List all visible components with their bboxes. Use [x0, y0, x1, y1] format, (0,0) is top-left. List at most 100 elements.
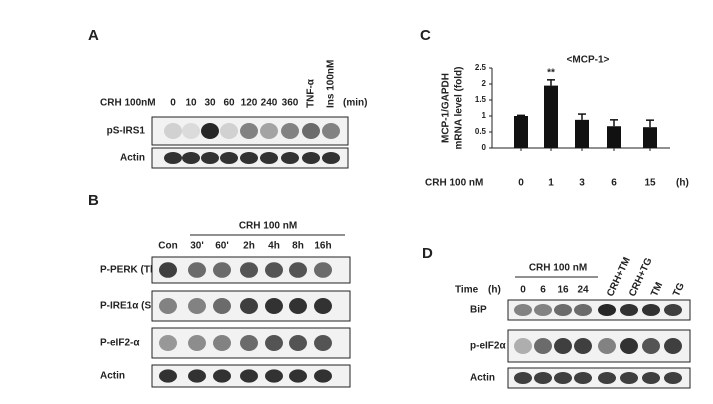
band [554, 304, 572, 316]
lane-label: 24 [577, 285, 589, 296]
bar [643, 127, 657, 148]
band [220, 123, 238, 139]
band [188, 262, 206, 278]
band [260, 123, 278, 139]
band [598, 304, 616, 316]
bar [575, 119, 589, 148]
row-label: Actin [120, 153, 145, 164]
band [159, 369, 177, 383]
x-tick-label: 3 [579, 178, 585, 189]
x-axis-label: CRH 100 nM [425, 178, 483, 189]
bar [514, 116, 528, 148]
y-axis-label: mRNA level (fold) [454, 67, 465, 150]
unit-label: (h) [488, 285, 501, 296]
band [289, 369, 307, 383]
band [534, 338, 552, 354]
band [201, 152, 219, 164]
y-tick-label: 1.5 [475, 95, 487, 104]
error-bar [517, 114, 525, 117]
bar [544, 85, 558, 148]
lane-label: 16h [314, 241, 331, 252]
band [574, 372, 592, 384]
band [514, 372, 532, 384]
band [220, 152, 238, 164]
band [265, 369, 283, 383]
row-label: P-IRE1α (S724) [100, 301, 171, 312]
x-tick-label: 0 [518, 178, 524, 189]
panel-label: C [420, 27, 431, 44]
band [281, 152, 299, 164]
band [213, 298, 231, 314]
band [265, 298, 283, 314]
band [240, 262, 258, 278]
y-tick-label: 2 [482, 79, 487, 88]
band [260, 152, 278, 164]
lane-label: 60' [215, 241, 229, 252]
lane-label: 6 [540, 285, 546, 296]
lane-label: 240 [261, 98, 278, 109]
lane-label: TNF-α [306, 78, 317, 108]
y-axis-label: MCP-1/GAPDH [441, 73, 452, 143]
band [164, 123, 182, 139]
band [240, 298, 258, 314]
annotation: ** [547, 67, 555, 78]
band [164, 152, 182, 164]
band [664, 304, 682, 316]
band [642, 338, 660, 354]
band [289, 335, 307, 351]
band [314, 298, 332, 314]
band [240, 123, 258, 139]
panel-label: A [88, 27, 99, 44]
error-bar [578, 113, 586, 120]
band [182, 152, 200, 164]
band [302, 152, 320, 164]
band [620, 304, 638, 316]
lane-label: 2h [243, 241, 255, 252]
band [642, 304, 660, 316]
error-bar [646, 119, 654, 128]
group-label: CRH 100 nM [239, 221, 297, 232]
band [620, 372, 638, 384]
row-label: Actin [100, 371, 125, 382]
band [514, 304, 532, 316]
lane-label: 360 [282, 98, 299, 109]
band [534, 372, 552, 384]
x-tick-label: 6 [611, 178, 617, 189]
lane-label: 30' [190, 241, 204, 252]
lane-label: TM [649, 281, 665, 299]
band [314, 369, 332, 383]
row-label: p-eIF2α [470, 341, 506, 352]
row-label: P-PERK (Thr 981) [100, 265, 183, 276]
lane-label: 120 [241, 98, 258, 109]
band [159, 335, 177, 351]
chart-title: <MCP-1> [567, 55, 610, 66]
band [664, 372, 682, 384]
band [188, 335, 206, 351]
row-label: pS-IRS1 [107, 126, 146, 137]
band [574, 338, 592, 354]
band [322, 123, 340, 139]
band [302, 123, 320, 139]
band [159, 262, 177, 278]
band [159, 298, 177, 314]
band [314, 262, 332, 278]
band [322, 152, 340, 164]
band [289, 298, 307, 314]
band [534, 304, 552, 316]
y-tick-label: 1 [482, 111, 487, 120]
bar [607, 126, 621, 148]
y-tick-label: 2.5 [475, 63, 487, 72]
x-tick-label: 1 [548, 178, 554, 189]
band [642, 372, 660, 384]
band [265, 335, 283, 351]
band [281, 123, 299, 139]
y-tick-label: 0 [482, 143, 487, 152]
time-label: Time [455, 285, 479, 296]
x-tick-label: 15 [644, 178, 656, 189]
band [554, 372, 572, 384]
lane-label: 8h [292, 241, 304, 252]
band [664, 338, 682, 354]
lane-label: 4h [268, 241, 280, 252]
lane-label: 16 [557, 285, 569, 296]
